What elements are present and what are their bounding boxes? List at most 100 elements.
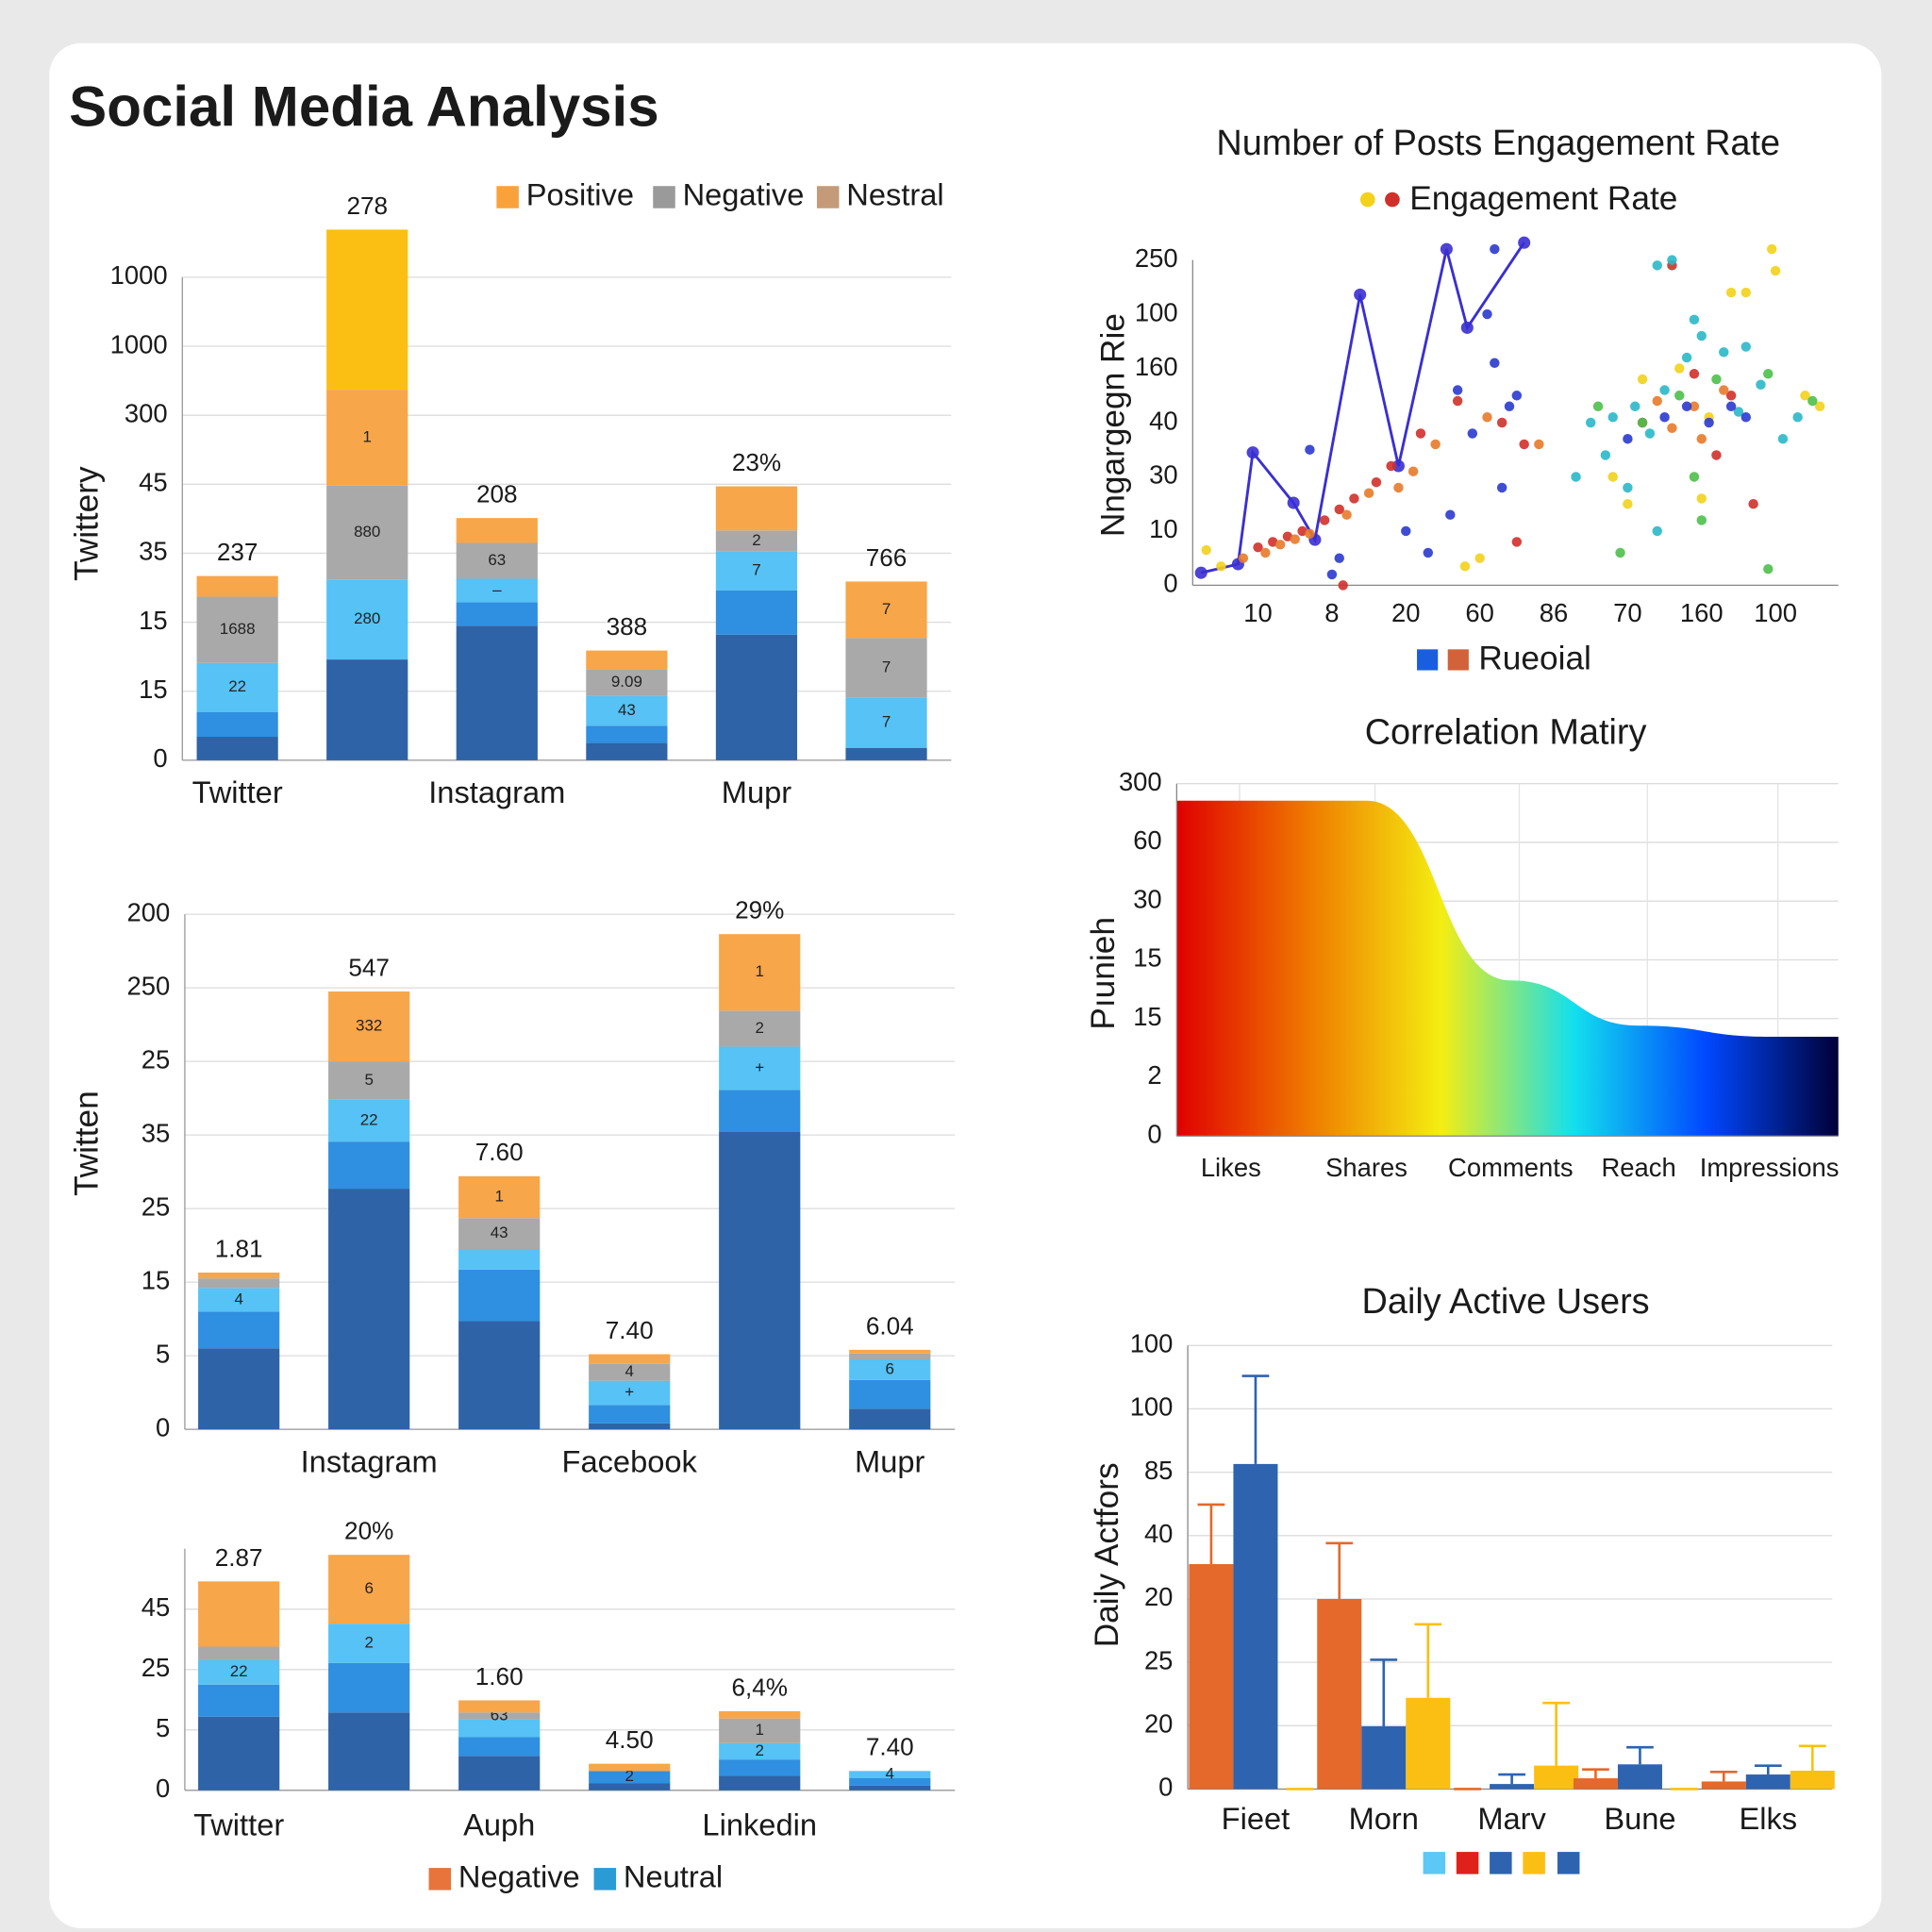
point — [1763, 369, 1774, 379]
bar-segment — [719, 1132, 801, 1430]
segment-label: 280 — [354, 609, 380, 627]
error-bar — [1626, 1745, 1654, 1765]
bar-label: 6,4% — [731, 1673, 788, 1701]
bar-label: 237 — [217, 538, 258, 566]
bar-segment — [849, 1771, 931, 1778]
error-bar — [1197, 1503, 1225, 1565]
bar-segment — [458, 1269, 541, 1322]
bar-segment — [326, 229, 408, 391]
bar-segment — [589, 1354, 671, 1364]
legend-swatch — [428, 1868, 452, 1890]
point — [1674, 391, 1685, 401]
point — [1615, 547, 1625, 558]
x-tick-label: 10 — [1243, 598, 1272, 627]
bar-segment — [849, 1408, 931, 1430]
bar-segment — [326, 390, 408, 486]
bar-segment — [198, 1311, 280, 1349]
bar-segment — [456, 578, 538, 603]
y-tick-label: 30 — [1149, 460, 1177, 490]
point — [1319, 515, 1330, 525]
segment-label: 2 — [625, 1767, 633, 1785]
legend-swatch — [1417, 649, 1439, 671]
error-bar — [1754, 1764, 1782, 1775]
point — [1363, 488, 1374, 498]
error-bar — [1370, 1658, 1398, 1726]
point — [1704, 417, 1714, 428]
point — [1482, 412, 1492, 423]
y-tick-label: 250 — [1135, 243, 1178, 273]
bar-label: 278 — [346, 192, 388, 220]
y-tick-label: 40 — [1149, 406, 1177, 435]
bar-segment — [589, 1405, 671, 1424]
bar — [1490, 1784, 1535, 1790]
bar-label: 6.04 — [866, 1311, 914, 1340]
point — [1740, 287, 1751, 298]
point — [1674, 363, 1685, 374]
point — [1607, 472, 1618, 482]
bar — [1233, 1463, 1278, 1790]
bar-label: 1.60 — [475, 1662, 524, 1690]
y-axis-label: Daily Actfors — [1089, 1462, 1125, 1647]
legend-label: Nestral — [846, 177, 943, 212]
bar-label: 23% — [732, 448, 781, 476]
x-tick-label: 160 — [1680, 598, 1724, 627]
y-tick-label: 35 — [142, 1118, 170, 1147]
point — [1518, 236, 1531, 249]
segment-label: 7 — [882, 600, 891, 618]
point — [1725, 401, 1737, 411]
bar-segment — [845, 581, 927, 639]
point — [1763, 563, 1774, 575]
bar-segment — [849, 1379, 931, 1409]
point — [1274, 540, 1286, 550]
segment-label: + — [625, 1383, 634, 1401]
bar-label: 7.40 — [866, 1733, 914, 1761]
bar-segment — [845, 697, 927, 748]
legend-label: Negative — [683, 177, 805, 212]
bar-segment — [849, 1785, 931, 1790]
point — [1600, 450, 1611, 460]
bar-label: 766 — [866, 543, 908, 572]
point — [1326, 569, 1338, 580]
point — [1740, 341, 1751, 352]
bar-segment — [198, 1348, 280, 1430]
x-tick-label: Facebook — [562, 1443, 698, 1478]
y-tick-label: 0 — [1147, 1119, 1161, 1148]
legend-label: Neutral — [624, 1858, 723, 1893]
x-tick-label: 86 — [1540, 598, 1568, 627]
segment-label: 4 — [234, 1290, 242, 1307]
x-tick-label: Instagram — [428, 774, 565, 809]
y-tick-label: 5 — [156, 1713, 170, 1742]
bar — [1317, 1598, 1362, 1790]
y-tick-label: 0 — [153, 743, 167, 773]
point — [1696, 434, 1707, 444]
chart-title: Daily Active Users — [1362, 1282, 1650, 1322]
card — [49, 42, 1882, 1929]
y-tick-label: 0 — [1163, 569, 1177, 598]
segment-label: 9.09 — [611, 673, 642, 691]
bar-segment — [198, 1272, 280, 1279]
bar-segment — [326, 485, 408, 580]
point — [1334, 553, 1344, 563]
segment-label: 22 — [228, 677, 246, 695]
bar — [1361, 1725, 1407, 1790]
legend-label: Positive — [526, 177, 634, 212]
bar-segment — [715, 634, 798, 760]
error-bar — [1709, 1771, 1738, 1782]
segment-label: 880 — [354, 523, 380, 541]
point — [1637, 417, 1648, 428]
chart-title: Correlation Matiry — [1365, 712, 1647, 752]
bar-label: 7.60 — [475, 1138, 524, 1166]
bar-segment — [719, 1010, 801, 1047]
x-axis-label: Rueoial — [1478, 640, 1591, 676]
point — [1504, 401, 1515, 411]
bar-segment — [719, 1046, 801, 1091]
bar-segment — [198, 1659, 280, 1685]
y-tick-label: 45 — [142, 1592, 170, 1622]
error-bar — [1582, 1768, 1609, 1779]
bar-segment — [849, 1349, 931, 1354]
bar-segment — [328, 1061, 410, 1100]
point — [1748, 498, 1758, 509]
bar-label: 208 — [476, 480, 518, 508]
x-tick-label: Fieet — [1222, 1801, 1291, 1836]
bar-label: 20% — [344, 1517, 393, 1545]
